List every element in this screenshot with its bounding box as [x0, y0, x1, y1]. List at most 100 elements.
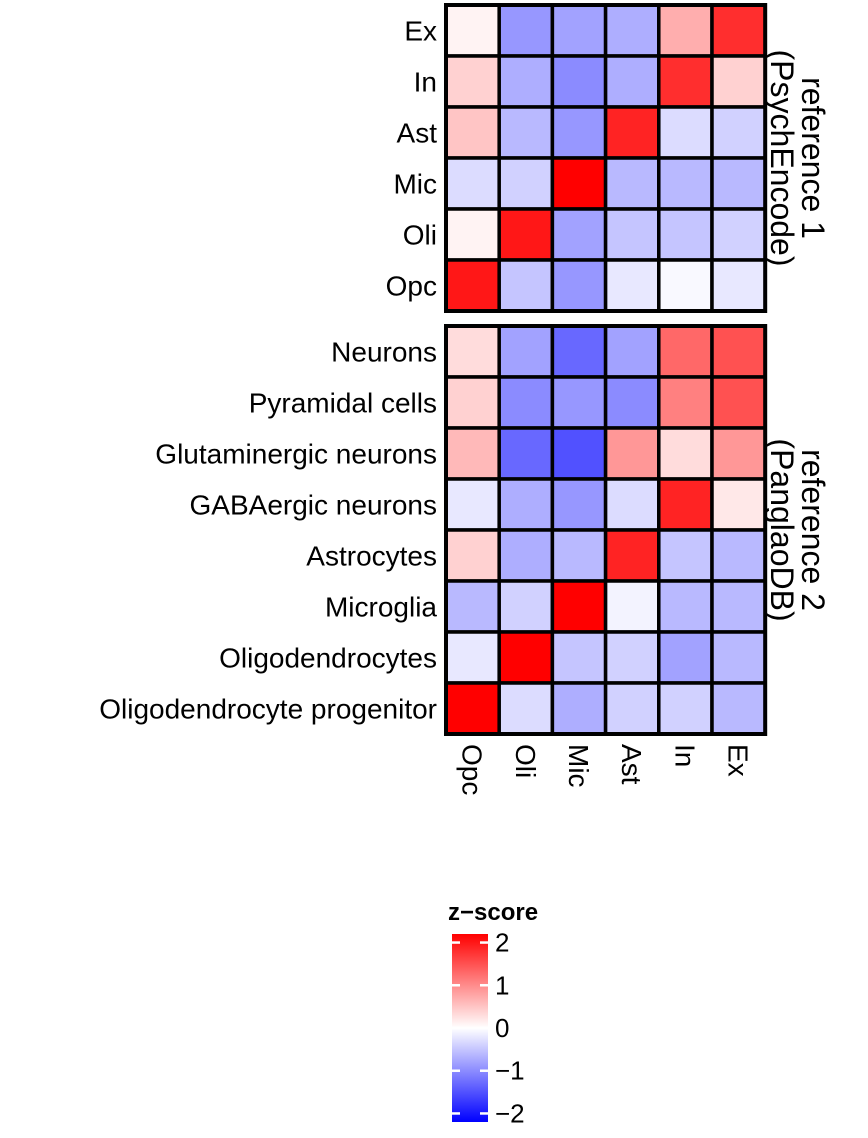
heatmap-cell	[550, 426, 608, 481]
heatmap-cell	[497, 3, 555, 58]
heatmap-cell	[603, 630, 661, 685]
heatmap-cell	[657, 54, 714, 109]
heatmap-cell	[603, 681, 661, 736]
heatmap-cell	[550, 258, 608, 313]
legend-tick-label: 0	[495, 1013, 509, 1043]
heatmap-cell	[710, 528, 767, 583]
heatmap-cell	[497, 156, 555, 211]
heatmap-cell	[550, 630, 608, 685]
legend-title: z−score	[448, 899, 538, 926]
heatmap-cell	[444, 477, 501, 532]
heatmap-cell	[710, 258, 767, 313]
heatmap-cell	[444, 207, 501, 262]
heatmap-cell	[550, 579, 608, 634]
heatmap-cell	[603, 375, 661, 430]
row-label: Glutaminergic neurons	[155, 439, 437, 470]
heatmap-cell	[550, 3, 608, 58]
heatmap-cell	[710, 207, 767, 262]
heatmap-cell	[710, 54, 767, 109]
heatmap-cell	[657, 579, 714, 634]
row-label: Oligodendrocyte progenitor	[99, 694, 437, 725]
row-label: Mic	[393, 169, 437, 200]
heatmap-cell	[710, 375, 767, 430]
heatmap-cell	[657, 375, 714, 430]
legend-tick-label: −1	[495, 1056, 525, 1086]
heatmap-cell	[550, 54, 608, 109]
heatmap-cell	[497, 105, 555, 160]
heatmap-cell	[710, 156, 767, 211]
heatmap-cell	[444, 3, 501, 58]
panel-strip-label: reference 2	[795, 449, 831, 611]
heatmap-cell	[603, 258, 661, 313]
row-label: Microglia	[325, 592, 437, 623]
heatmap-cell	[550, 156, 608, 211]
heatmap-cell	[657, 207, 714, 262]
heatmap-cell	[497, 477, 555, 532]
panel-border	[444, 3, 768, 313]
heatmap-cell	[657, 324, 714, 379]
column-label: Ex	[723, 744, 754, 777]
heatmap-cell	[603, 54, 661, 109]
heatmap-cell	[657, 3, 714, 58]
heatmap-cell	[497, 630, 555, 685]
heatmap-cell	[444, 426, 501, 481]
heatmap-cell	[603, 426, 661, 481]
heatmap-cell	[603, 105, 661, 160]
row-label: Oli	[403, 220, 437, 251]
heatmap-cell	[710, 426, 767, 481]
heatmap-cell	[497, 426, 555, 481]
panel-strip-label: (PanglaoDB)	[764, 438, 800, 621]
heatmap-cell	[444, 579, 501, 634]
heatmap-cell	[603, 156, 661, 211]
heatmap-cell	[657, 426, 714, 481]
column-label: Oli	[510, 744, 541, 778]
heatmap-cell	[657, 258, 714, 313]
row-label: Neurons	[331, 337, 437, 368]
heatmap-cell	[444, 54, 501, 109]
heatmap-panel: Neurons Pyramidal cells Glutaminergic neur…	[99, 324, 831, 736]
heatmap-cell	[657, 156, 714, 211]
heatmap-cell	[603, 528, 661, 583]
heatmap-cell	[444, 324, 501, 379]
heatmap-cell	[657, 528, 714, 583]
legend-tick-label: 2	[495, 928, 509, 958]
heatmap-panel: Ex In Ast Mic Oli Opc reference 1(PsychEncode)	[386, 3, 831, 313]
heatmap-cell	[657, 477, 714, 532]
panel-border	[444, 324, 768, 736]
color-legend: z−score 2 1 0 −1 −2	[448, 899, 538, 1128]
column-label: Opc	[457, 744, 488, 795]
legend-tick-label: 1	[495, 970, 509, 1000]
heatmap-cell	[497, 528, 555, 583]
heatmap-cell	[444, 375, 501, 430]
legend-tick-label: −2	[495, 1098, 525, 1128]
heatmap-cell	[550, 105, 608, 160]
heatmap-cell	[657, 630, 714, 685]
x-axis-labels: Opc Oli Mic Ast In Ex	[457, 744, 754, 795]
column-label: In	[669, 744, 700, 767]
heatmap-cell	[550, 324, 608, 379]
heatmap-cell	[444, 630, 501, 685]
panel-strip-label: reference 1	[795, 77, 831, 239]
heatmap-panels: Ex In Ast Mic Oli Opc reference 1(PsychEncode)…	[99, 3, 831, 736]
row-label: GABAergic neurons	[190, 490, 437, 521]
heatmap-cell	[497, 207, 555, 262]
row-label: Oligodendrocytes	[219, 643, 437, 674]
row-label: Ast	[397, 118, 438, 149]
heatmap-cell	[603, 324, 661, 379]
heatmap-cell	[603, 207, 661, 262]
row-label: Ex	[404, 16, 437, 47]
heatmap-cell	[497, 258, 555, 313]
row-label: Pyramidal cells	[249, 388, 437, 419]
heatmap-cell	[603, 477, 661, 532]
heatmap-cell	[710, 324, 767, 379]
heatmap-cell	[444, 681, 501, 736]
row-label: In	[414, 67, 437, 98]
heatmap-cell	[497, 681, 555, 736]
heatmap-cell	[497, 324, 555, 379]
heatmap-cell	[710, 3, 767, 58]
row-label: Opc	[386, 271, 437, 302]
heatmap-cell	[550, 681, 608, 736]
heatmap-cell	[444, 258, 501, 313]
heatmap-cell	[550, 528, 608, 583]
